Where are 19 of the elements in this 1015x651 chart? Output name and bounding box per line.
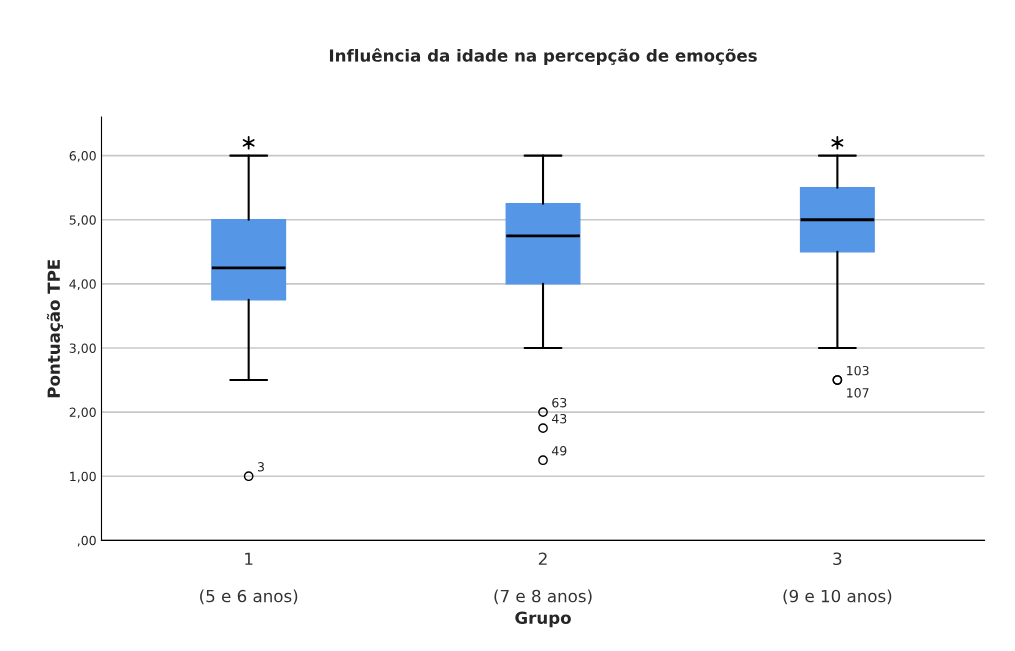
y-tick-label: 3,00 bbox=[69, 343, 96, 355]
category-label: 1 (5 e 6 anos) bbox=[200, 552, 298, 605]
y-tick-label: 2,00 bbox=[69, 407, 96, 419]
annotation: 49 bbox=[551, 446, 567, 456]
y-tick-label: 5,00 bbox=[69, 215, 96, 226]
y-axis-title: Pontuação TPE bbox=[46, 260, 64, 398]
y-tick-label: 6,00 bbox=[69, 151, 96, 162]
y-tick-label: ,00 bbox=[77, 535, 96, 547]
annotation: 43 bbox=[551, 413, 567, 424]
category-label: 2 (7 e 8 anos) bbox=[494, 552, 592, 605]
annotation: 3 bbox=[257, 462, 264, 472]
y-tick-label: 4,00 bbox=[69, 279, 96, 291]
annotation: 107 bbox=[847, 388, 869, 398]
annotation: 63 bbox=[552, 397, 567, 408]
chart-title: Influência da idade na percepção de emoções bbox=[329, 48, 757, 66]
x-axis-title: Grupo bbox=[515, 611, 571, 628]
annotation: 103 bbox=[847, 365, 869, 376]
category-label: 3 (9 e 10 anos) bbox=[783, 552, 892, 605]
y-tick-label: 1,00 bbox=[70, 471, 96, 483]
